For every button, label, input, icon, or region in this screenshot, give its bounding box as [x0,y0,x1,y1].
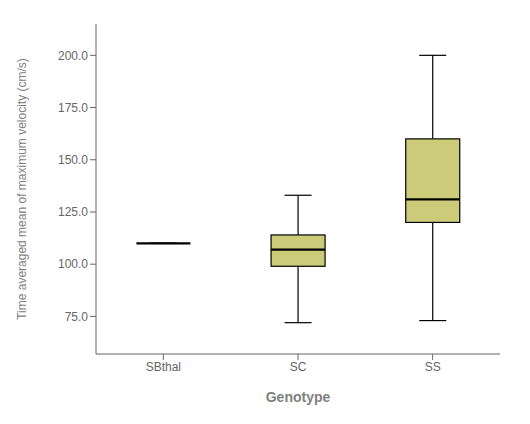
svg-text:SBthal: SBthal [146,360,181,374]
svg-text:150.0: 150.0 [58,153,88,167]
svg-text:125.0: 125.0 [58,205,88,219]
svg-text:200.0: 200.0 [58,49,88,63]
svg-text:SS: SS [425,360,441,374]
svg-text:SC: SC [290,360,307,374]
svg-text:Time averaged mean of maximum: Time averaged mean of maximum velocity (… [15,58,29,320]
svg-text:Genotype: Genotype [266,389,331,405]
svg-text:100.0: 100.0 [58,257,88,271]
svg-text:75.0: 75.0 [65,310,89,324]
svg-text:175.0: 175.0 [58,101,88,115]
